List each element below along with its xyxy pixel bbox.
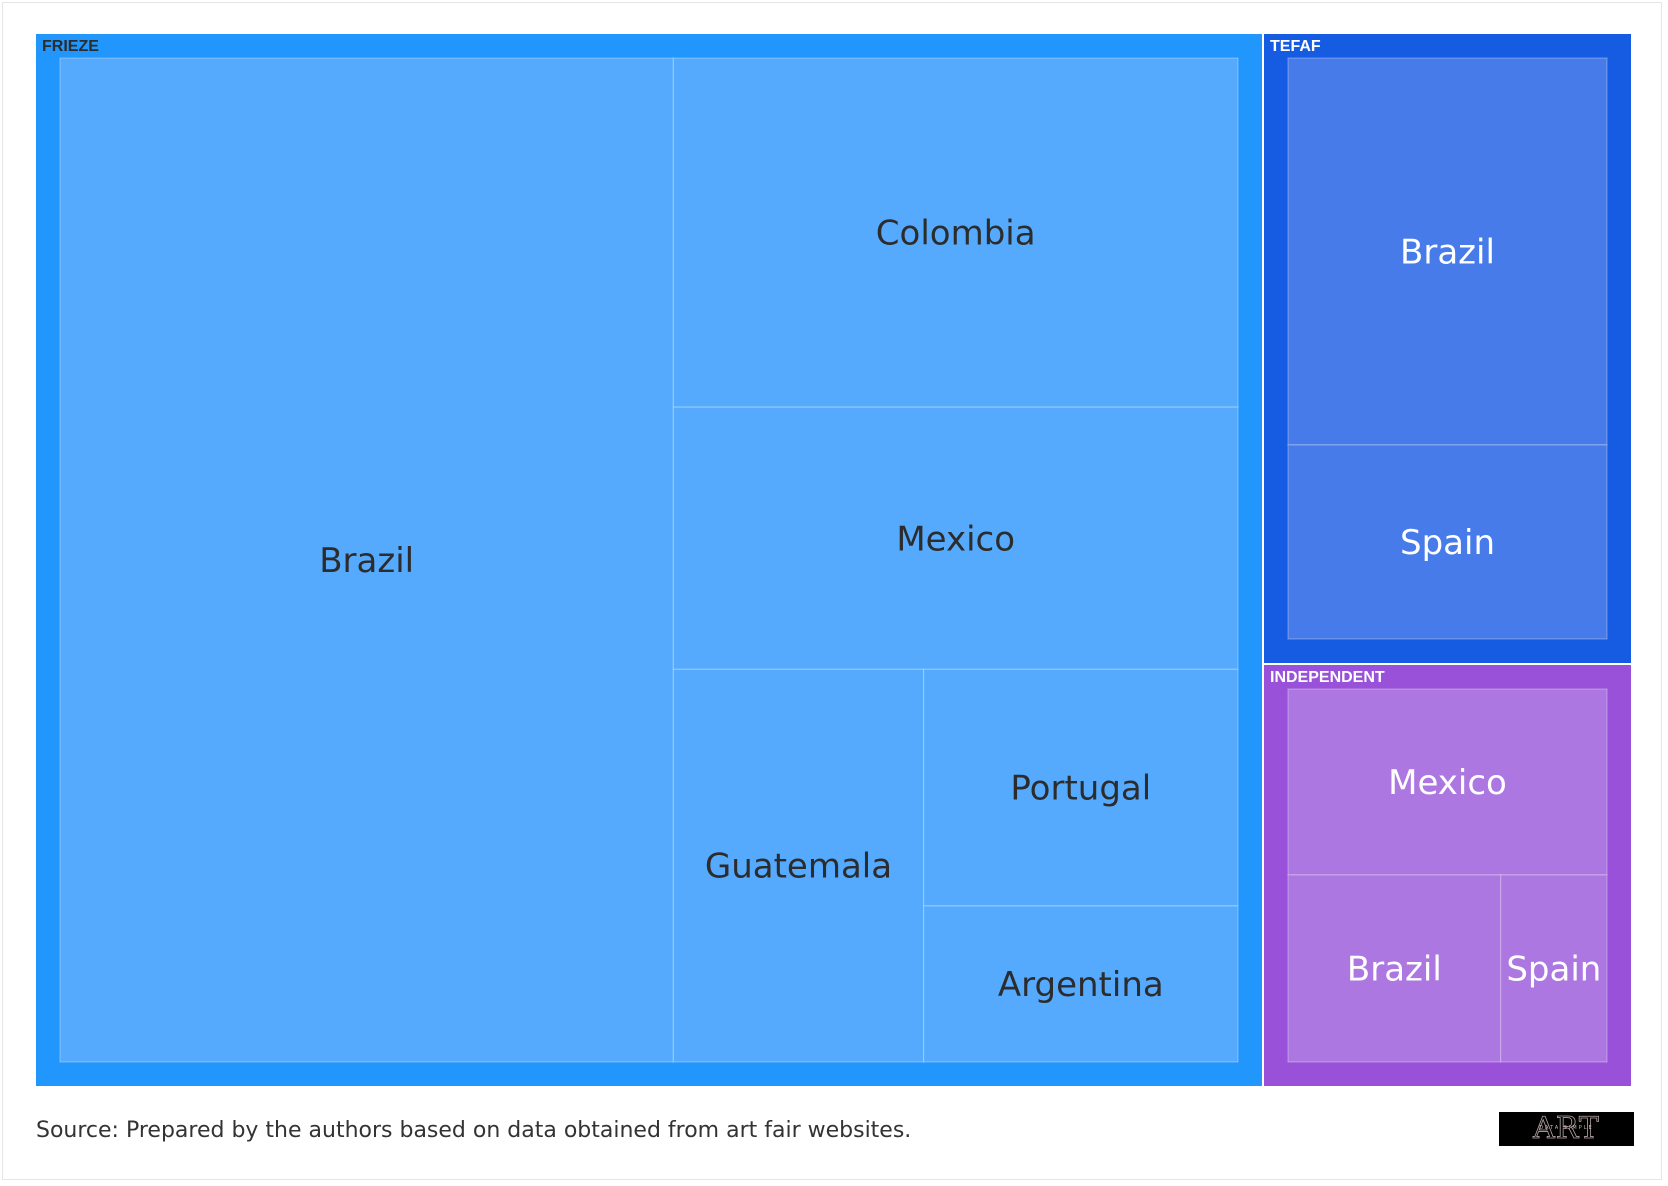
cell-frieze-mexico[interactable] [672,406,1239,670]
cell-frieze-argentina[interactable] [922,905,1239,1063]
group-label-tefaf: TEFAF [1270,38,1321,55]
cell-frieze-colombia[interactable] [672,57,1239,408]
cell-independent-brazil[interactable] [1287,874,1502,1063]
cell-independent-mexico[interactable] [1287,688,1608,876]
cell-frieze-brazil[interactable] [59,57,674,1063]
source-note: Source: Prepared by the authors based on… [36,1118,912,1143]
cell-label-frieze-guatemala: Guatemala [705,847,892,887]
cell-label-frieze-colombia: Colombia [876,214,1036,254]
cell-frieze-guatemala[interactable] [672,668,925,1063]
cell-tefaf-spain[interactable] [1287,444,1608,640]
cell-label-frieze-portugal: Portugal [1010,769,1151,809]
cell-tefaf-brazil[interactable] [1287,57,1608,446]
cell-label-independent-brazil: Brazil [1347,949,1442,989]
cell-label-tefaf-spain: Spain [1400,523,1495,563]
cell-label-tefaf-brazil: Brazil [1400,232,1495,272]
logo-text: ART [1533,1112,1600,1146]
cell-label-frieze-mexico: Mexico [896,519,1015,559]
cell-label-frieze-brazil: Brazil [319,541,414,581]
cell-independent-spain[interactable] [1500,874,1608,1063]
cell-label-frieze-argentina: Argentina [998,965,1164,1005]
cell-label-independent-spain: Spain [1506,949,1601,989]
art-logo: ART DATA SIMPLE [1499,1112,1634,1146]
group-label-independent: INDEPENDENT [1270,669,1385,686]
logo-subtext: DATA SIMPLE [1539,1125,1594,1131]
cell-frieze-portugal[interactable] [922,668,1239,907]
cell-label-independent-mexico: Mexico [1388,763,1507,803]
group-label-frieze: FRIEZE [42,38,99,55]
